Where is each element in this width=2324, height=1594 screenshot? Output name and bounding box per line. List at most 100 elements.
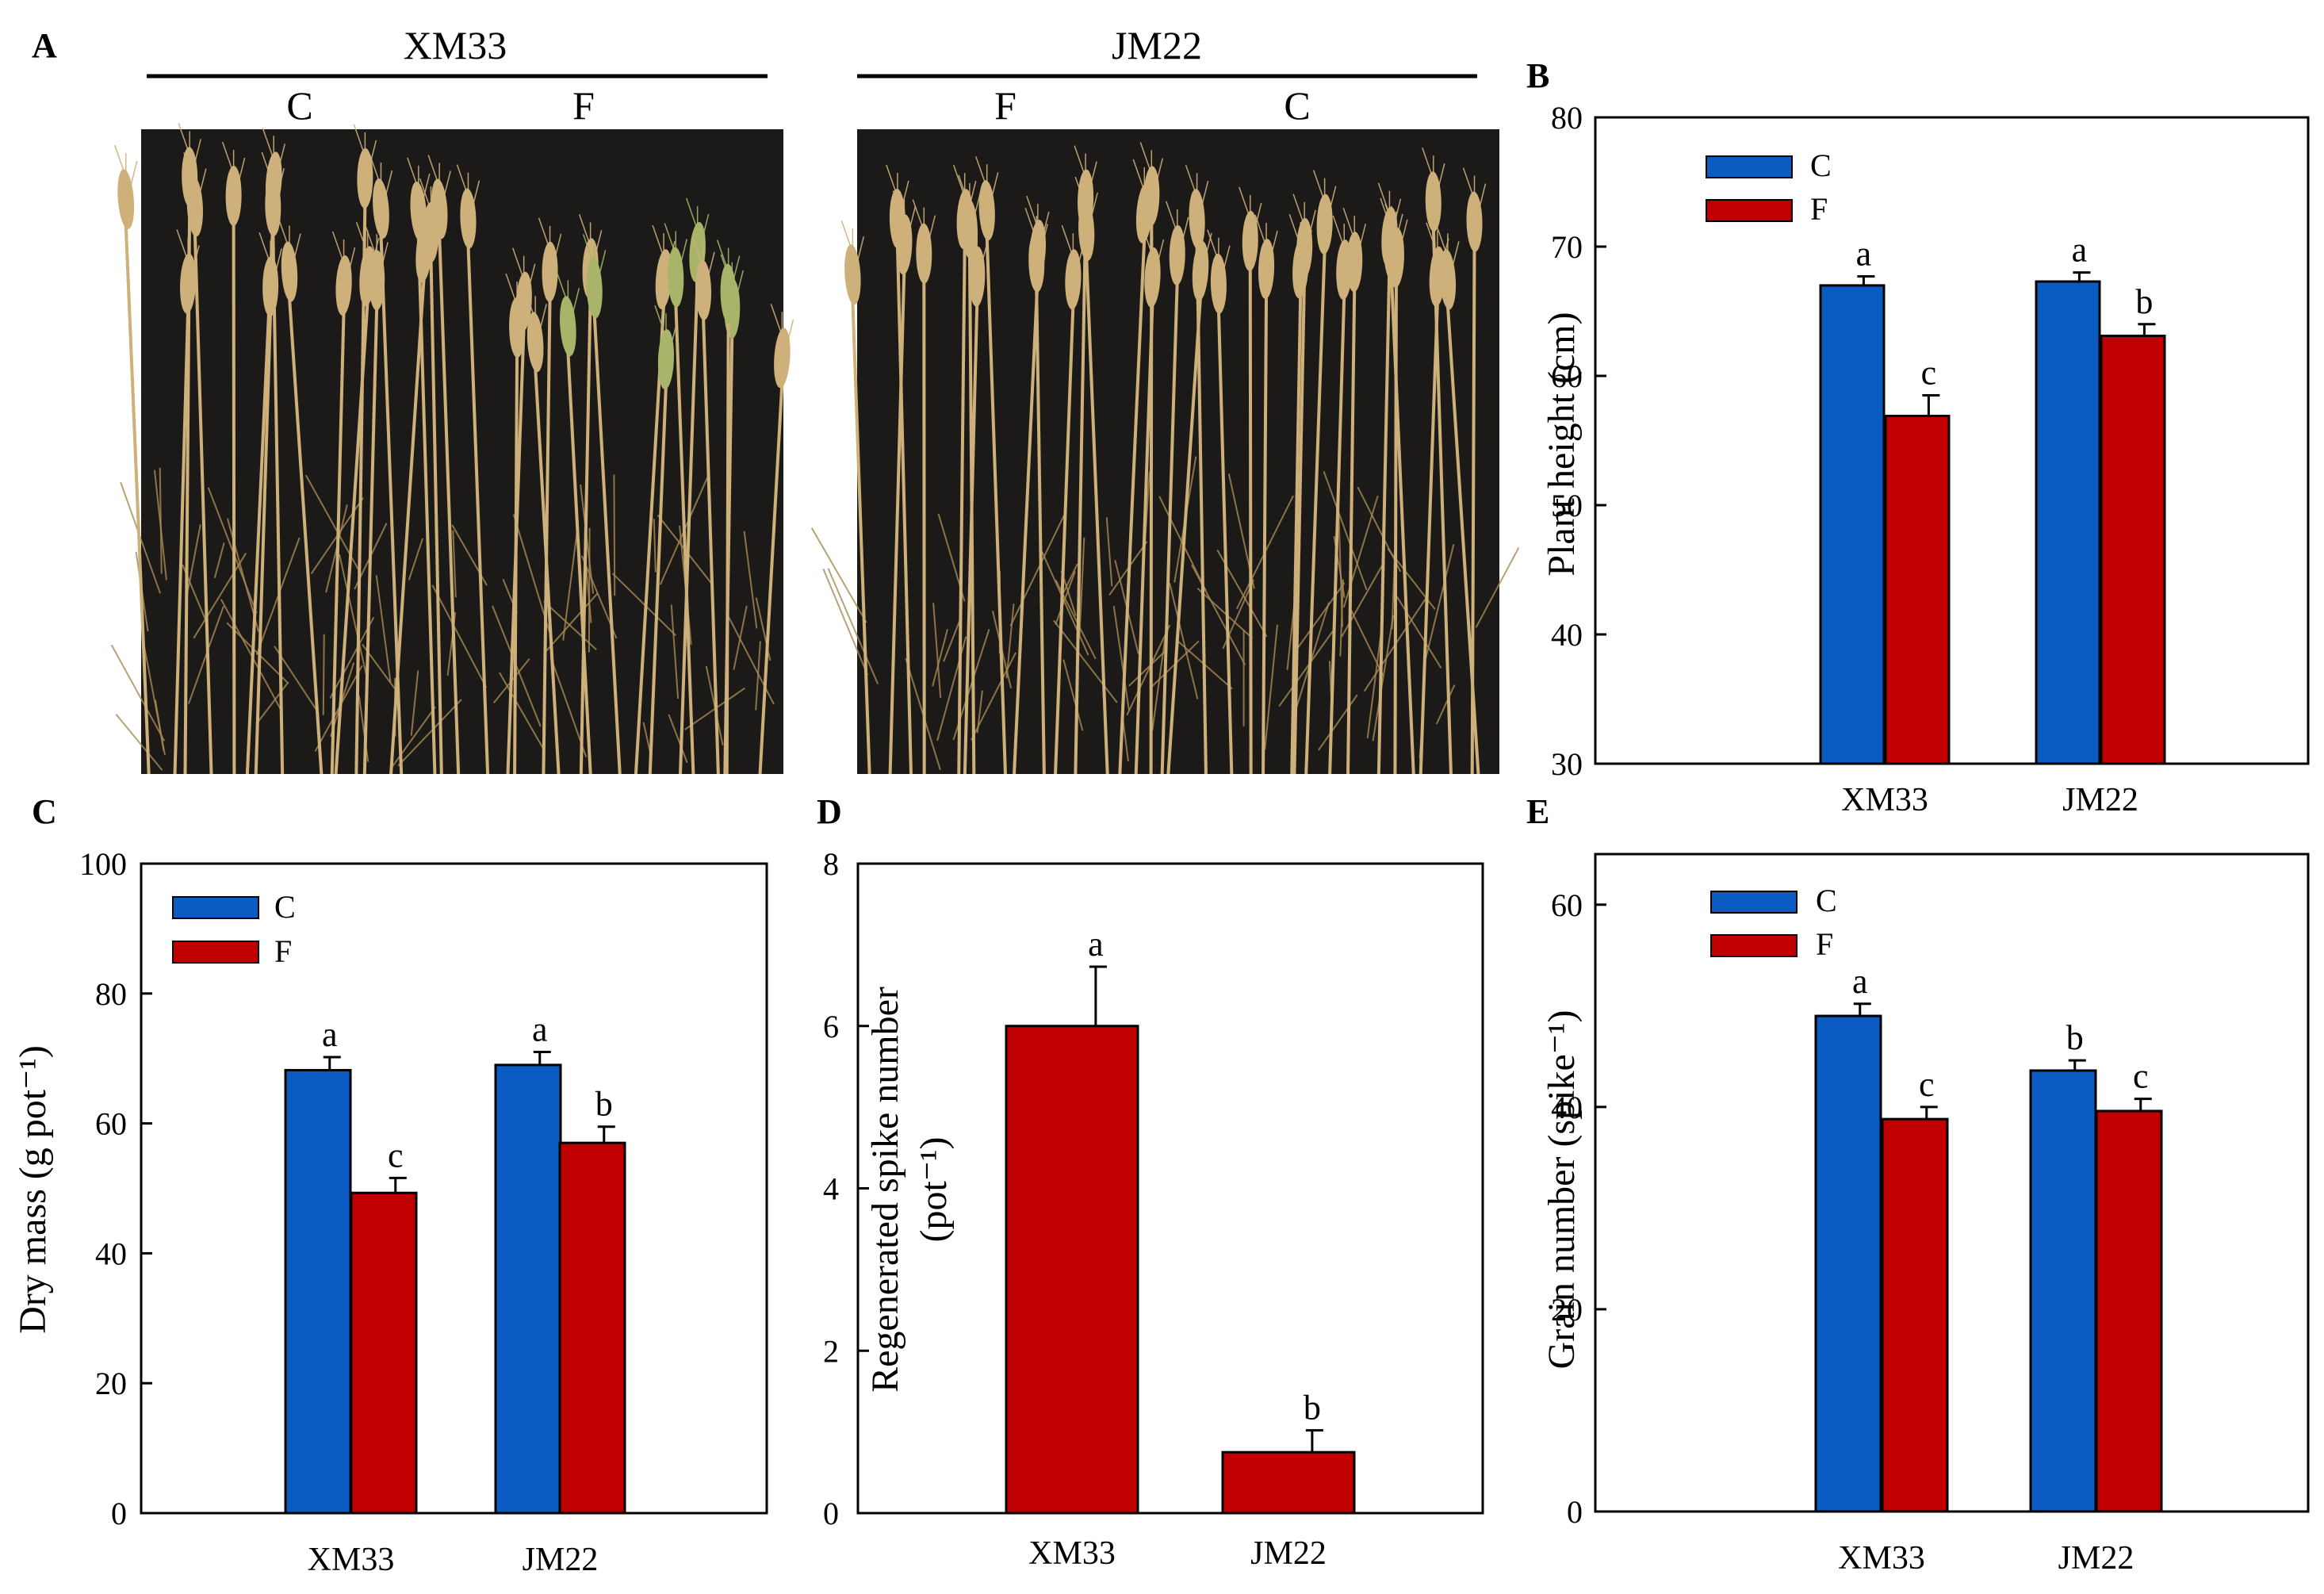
wheat-spike (695, 259, 712, 320)
wheat-spike (1346, 232, 1363, 293)
wheat-stem (193, 232, 213, 775)
significance-letter-c-c-xm33: a (322, 1015, 338, 1054)
significance-letter-d-f-jm22: b (1304, 1389, 1321, 1427)
y-axis-label-c: Dry mass (g pot⁻¹) (12, 1045, 54, 1334)
wheat-awn (183, 152, 196, 185)
y-tick-label-c-5: 100 (79, 846, 127, 882)
wheat-spike (916, 223, 932, 284)
wheat-awn (897, 180, 909, 226)
legend-swatch-e-c (1710, 891, 1798, 914)
wheat-awn (1166, 201, 1178, 234)
straw-clutter (670, 604, 680, 699)
wheat-awn (516, 289, 529, 335)
wheat-stem (1054, 305, 1075, 775)
straw-clutter (142, 640, 167, 756)
straw-clutter (971, 652, 1017, 741)
wheat-awn (1151, 239, 1165, 285)
wheat-spike (720, 263, 737, 324)
wheat-awn (1207, 229, 1219, 262)
straw-clutter (755, 641, 761, 711)
x-tick-label-b-1: JM22 (2062, 782, 2138, 818)
wheat-spike (335, 255, 352, 316)
wheat-awn (1074, 176, 1087, 209)
y-tick-label-c-3: 60 (95, 1106, 127, 1142)
wheat-stem (124, 224, 151, 775)
wheat-spike (969, 246, 986, 307)
wheat-spike (357, 148, 373, 209)
y-tick-label-b-5: 80 (1551, 100, 1583, 136)
wheat-stem (985, 236, 1007, 775)
wheat-spike (186, 176, 203, 237)
significance-letter-b-f-jm22: b (2135, 282, 2153, 321)
wheat-spike (542, 241, 558, 302)
y-tick-label-d-3: 6 (823, 1009, 839, 1044)
wheat-awn (438, 171, 451, 216)
wheat-awn (1024, 208, 1037, 240)
wheat-spike (668, 247, 684, 308)
wheat-stem (1292, 273, 1307, 775)
wheat-awn (727, 255, 741, 301)
wheat-stem (429, 257, 443, 775)
straw-clutter (1005, 603, 1015, 679)
bar-c-f-xm33 (350, 1191, 418, 1515)
wheat-stem (1160, 280, 1179, 775)
wheat-awn (534, 304, 547, 349)
straw-clutter (339, 554, 369, 680)
wheat-spike (1189, 189, 1205, 250)
straw-clutter (329, 616, 375, 699)
wheat-spike (978, 180, 995, 241)
straw-clutter (653, 518, 657, 573)
wheat-awn (369, 154, 382, 187)
group-label-jm22: JM22 (1112, 23, 1202, 67)
wheat-stem (1216, 308, 1234, 775)
wheat-awn (511, 247, 525, 280)
x-tick-label-e-0: XM33 (1838, 1540, 1925, 1577)
wheat-stem (967, 254, 976, 775)
wheat-awn (696, 213, 710, 259)
treatment-label-jm22-f: F (994, 83, 1017, 128)
straw-clutter (115, 714, 163, 771)
wheat-awn (1323, 186, 1337, 231)
straw-clutter (1009, 515, 1065, 626)
straw-clutter (1357, 486, 1402, 573)
straw-clutter (452, 530, 457, 598)
wheat-awn (178, 123, 190, 155)
wheat-awn (1304, 209, 1316, 255)
wheat-awn (1422, 147, 1434, 180)
wheat-awn (407, 157, 419, 190)
wheat-awn (1061, 225, 1074, 258)
wheat-awn (194, 168, 207, 213)
straw-clutter (1393, 591, 1442, 669)
wheat-awn (958, 174, 971, 208)
plot-frame-c (140, 862, 768, 1515)
panel-d: D 0 2 4 6 8 XM33 JM22 a b Regenerated spike numb… (817, 792, 1484, 1572)
wheat-stem (389, 278, 426, 775)
bar-e-c-jm22 (2029, 1069, 2097, 1513)
wheat-awn (353, 124, 366, 157)
straw-clutter (408, 538, 424, 581)
straw-clutter (1151, 626, 1168, 731)
wheat-stem (1470, 247, 1476, 775)
wheat-spike (460, 188, 477, 249)
wheat-awn (1074, 145, 1086, 178)
wheat-awn (523, 288, 536, 320)
straw-clutter (613, 474, 616, 596)
wheat-spike (655, 249, 672, 310)
wheat-awn (578, 214, 592, 247)
y-tick-label-d-1: 2 (823, 1333, 839, 1369)
wheat-stem (678, 277, 699, 775)
y-tick-label-b-4: 70 (1551, 229, 1583, 265)
straw-clutter (1372, 615, 1395, 741)
legend-label-e-f: F (1816, 926, 1833, 962)
wheat-awn (331, 231, 345, 264)
wheat-spike (1028, 232, 1045, 293)
wheat-awn (664, 223, 676, 255)
wheat-awn (675, 239, 687, 284)
straw-clutter (1078, 537, 1085, 636)
wheat-stem (1134, 302, 1154, 775)
wheat-awn (1292, 194, 1305, 227)
y-tick-label-e-3: 60 (1551, 887, 1583, 923)
wheat-awn (1085, 192, 1098, 238)
wheat-awn (456, 164, 469, 197)
y-tick-label-d-0: 0 (823, 1496, 839, 1531)
